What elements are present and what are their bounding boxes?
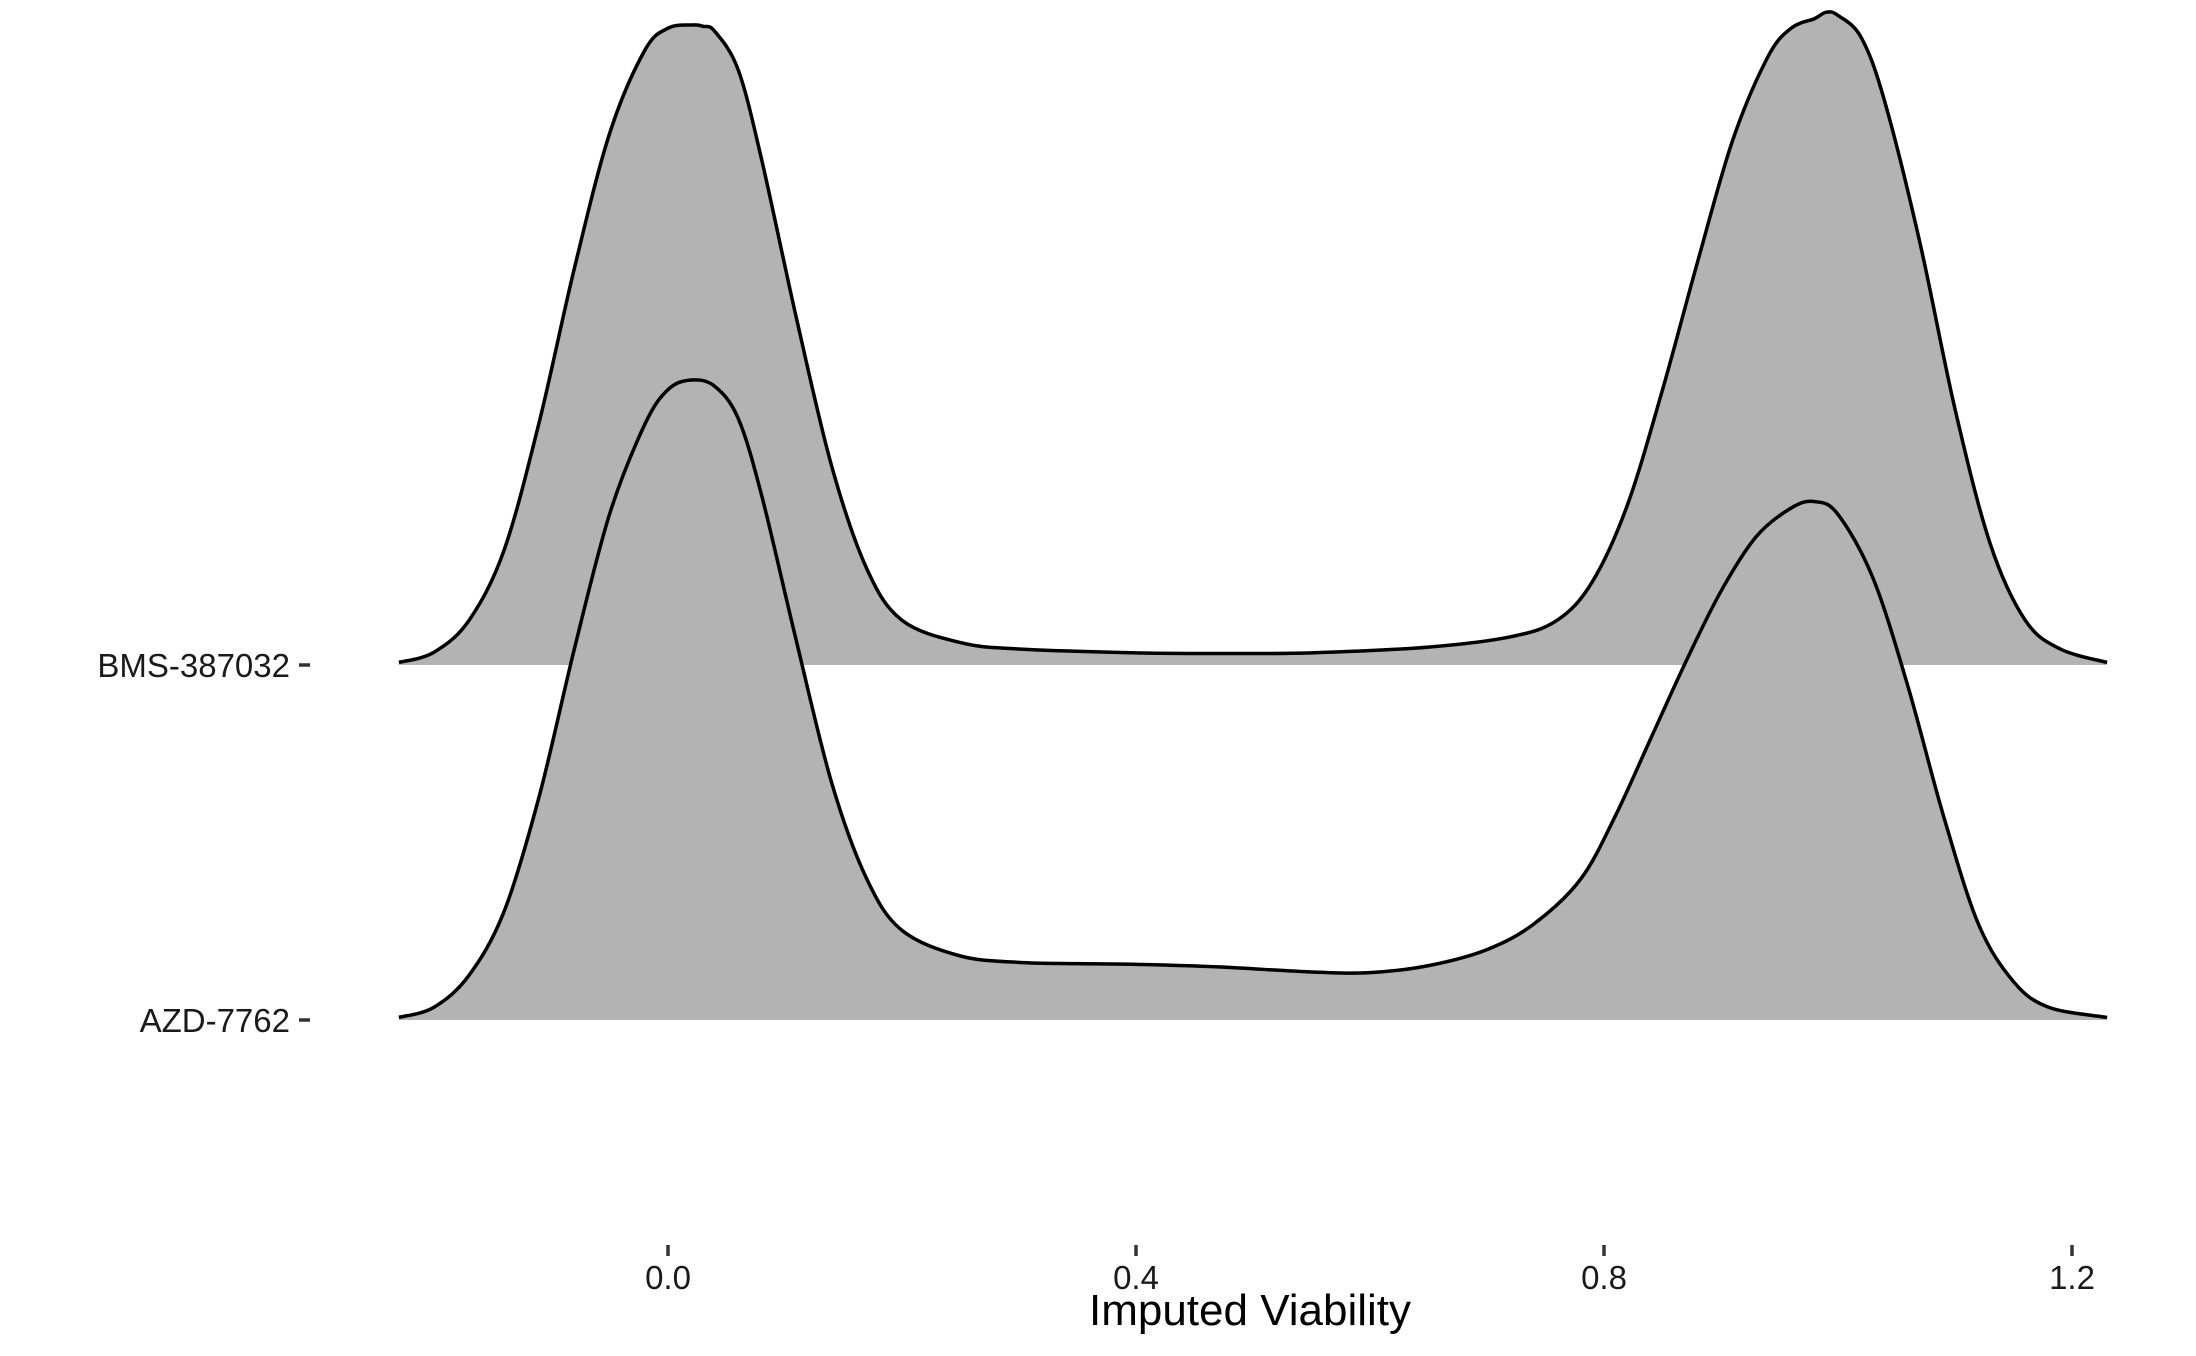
ridge-line-azd-7762 — [398, 378, 2108, 1020]
ridges — [398, 10, 2108, 1020]
y-tick-label-bms-387032: BMS-387032 — [97, 647, 290, 684]
y-axis: BMS-387032 AZD-7762 — [97, 647, 310, 1039]
x-tick-label: 0.8 — [1581, 1259, 1627, 1296]
x-tick-label: 1.2 — [2049, 1259, 2095, 1296]
x-tick-label: 0.4 — [1113, 1259, 1159, 1296]
ridge-line-bms-387032 — [398, 10, 2108, 665]
ridge-fill-azd-7762 — [398, 379, 2108, 1020]
x-tick-label: 0.0 — [645, 1259, 691, 1296]
ridge-fill-bms-387032 — [398, 11, 2108, 665]
x-axis: 0.0 0.4 0.8 1.2 — [645, 1245, 2095, 1296]
x-axis-title: Imputed Viability — [1089, 1286, 1411, 1335]
y-tick-label-azd-7762: AZD-7762 — [140, 1002, 290, 1039]
